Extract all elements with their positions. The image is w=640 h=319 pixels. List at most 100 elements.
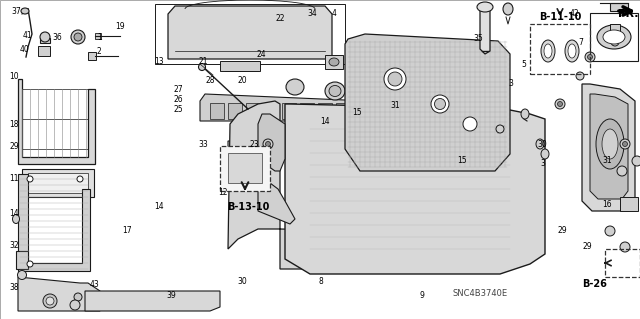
Ellipse shape <box>71 30 85 44</box>
Bar <box>155 4 345 64</box>
Bar <box>264 103 278 119</box>
Ellipse shape <box>602 129 618 159</box>
Ellipse shape <box>46 297 54 305</box>
Polygon shape <box>168 6 332 59</box>
Text: 33: 33 <box>198 140 209 149</box>
Text: 19: 19 <box>115 22 125 31</box>
Text: 21: 21 <box>199 57 208 66</box>
Bar <box>95 33 101 39</box>
Text: 29: 29 <box>9 142 19 151</box>
Ellipse shape <box>503 3 513 15</box>
Text: 31: 31 <box>390 101 401 110</box>
Ellipse shape <box>603 30 625 44</box>
Bar <box>22 169 94 197</box>
Ellipse shape <box>597 25 631 49</box>
Text: 29: 29 <box>557 226 567 235</box>
Bar <box>220 61 260 71</box>
Ellipse shape <box>74 293 82 301</box>
Text: 20: 20 <box>237 76 247 85</box>
Polygon shape <box>18 277 100 311</box>
Polygon shape <box>18 79 95 164</box>
Text: 24: 24 <box>256 50 266 59</box>
Ellipse shape <box>27 261 33 267</box>
Text: 14: 14 <box>9 209 19 218</box>
Bar <box>300 103 314 119</box>
Ellipse shape <box>74 33 82 41</box>
Text: B-26: B-26 <box>582 279 607 289</box>
Bar <box>605 249 640 277</box>
Text: 27: 27 <box>173 85 183 94</box>
Bar <box>228 103 242 119</box>
Text: FR.: FR. <box>618 9 638 19</box>
Ellipse shape <box>325 82 345 100</box>
Ellipse shape <box>605 226 615 236</box>
Ellipse shape <box>266 142 271 146</box>
Bar <box>88 52 96 60</box>
Polygon shape <box>200 94 368 121</box>
Text: 32: 32 <box>9 241 19 250</box>
Bar <box>318 103 332 119</box>
Polygon shape <box>285 104 545 274</box>
Polygon shape <box>480 4 490 54</box>
Ellipse shape <box>585 52 595 62</box>
Ellipse shape <box>40 32 50 42</box>
Ellipse shape <box>435 99 445 109</box>
Ellipse shape <box>198 63 205 70</box>
Polygon shape <box>295 134 330 171</box>
Ellipse shape <box>541 149 549 159</box>
Ellipse shape <box>568 44 576 58</box>
Ellipse shape <box>463 117 477 131</box>
Ellipse shape <box>557 101 563 107</box>
Text: 36: 36 <box>52 33 63 42</box>
Bar <box>38 46 50 56</box>
Ellipse shape <box>77 176 83 182</box>
Text: 37: 37 <box>11 7 21 16</box>
Text: 35: 35 <box>474 34 484 43</box>
Ellipse shape <box>388 72 402 86</box>
Text: SNC4B3740E: SNC4B3740E <box>452 290 508 299</box>
Text: 29: 29 <box>582 242 593 251</box>
Polygon shape <box>228 101 505 269</box>
Ellipse shape <box>70 300 80 310</box>
Ellipse shape <box>555 99 565 109</box>
Ellipse shape <box>521 109 529 119</box>
Text: 14: 14 <box>154 202 164 211</box>
Text: B-11-10: B-11-10 <box>539 12 581 22</box>
Polygon shape <box>85 291 220 311</box>
Text: 18: 18 <box>10 120 19 129</box>
Bar <box>590 13 638 61</box>
Bar <box>620 197 638 211</box>
Bar <box>354 103 368 119</box>
Text: 11: 11 <box>10 174 19 183</box>
Text: 41: 41 <box>22 31 33 40</box>
Text: 15: 15 <box>457 156 467 165</box>
Text: 3: 3 <box>508 79 513 88</box>
Polygon shape <box>258 177 295 224</box>
Text: 40: 40 <box>19 45 29 54</box>
Text: 30: 30 <box>538 140 548 149</box>
Text: 4: 4 <box>332 9 337 18</box>
Text: 22: 22 <box>276 14 285 23</box>
Ellipse shape <box>431 95 449 113</box>
Ellipse shape <box>541 40 555 62</box>
Bar <box>610 24 620 36</box>
Ellipse shape <box>384 68 406 90</box>
Ellipse shape <box>329 58 339 66</box>
Bar <box>210 103 224 119</box>
Bar <box>220 146 270 191</box>
Bar <box>282 103 296 119</box>
Text: 3: 3 <box>540 159 545 168</box>
Ellipse shape <box>632 156 640 166</box>
Text: 28: 28 <box>205 76 214 85</box>
Ellipse shape <box>496 125 504 133</box>
Ellipse shape <box>544 44 552 58</box>
Bar <box>336 103 350 119</box>
Text: 43: 43 <box>90 280 100 289</box>
Ellipse shape <box>43 294 57 308</box>
Bar <box>16 251 28 269</box>
Ellipse shape <box>611 38 619 46</box>
Text: 39: 39 <box>166 291 177 300</box>
Text: 8: 8 <box>319 277 324 286</box>
Polygon shape <box>258 114 285 171</box>
Ellipse shape <box>596 119 624 169</box>
